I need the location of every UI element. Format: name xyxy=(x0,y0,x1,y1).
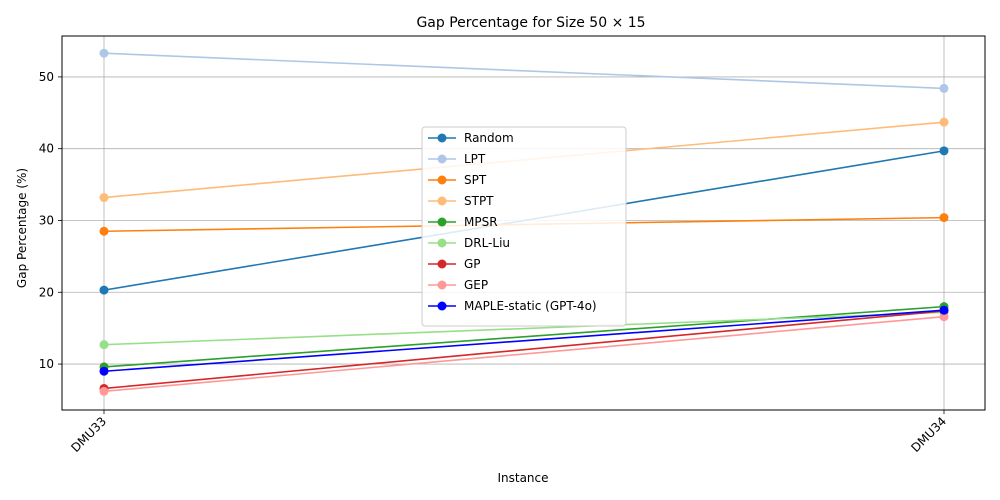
legend-label: STPT xyxy=(464,194,494,208)
x-axis-label: Instance xyxy=(497,471,548,485)
x-axis: DMU33 DMU34 xyxy=(68,410,949,455)
legend-marker xyxy=(437,133,447,143)
legend-marker xyxy=(437,238,447,248)
legend-marker xyxy=(437,301,447,311)
legend-marker xyxy=(437,259,447,269)
legend-label: GP xyxy=(464,257,481,271)
chart-title: Gap Percentage for Size 50 × 15 xyxy=(416,15,645,31)
y-tick-label: 40 xyxy=(39,142,54,156)
y-tick-label: 20 xyxy=(39,285,54,299)
plot-area xyxy=(61,35,986,411)
legend-marker xyxy=(437,175,447,185)
legend-label: LPT xyxy=(464,152,486,166)
series-points xyxy=(99,48,949,396)
legend-box xyxy=(421,126,627,327)
legend-label: MAPLE-static (GPT-4o) xyxy=(464,299,597,313)
data-point xyxy=(99,48,109,58)
data-point xyxy=(939,312,949,322)
data-point xyxy=(939,83,949,93)
x-tick-label: DMU33 xyxy=(68,414,109,455)
data-point xyxy=(99,366,109,376)
y-axis: 10 20 30 40 50 xyxy=(39,70,62,371)
legend: Random LPT SPT STPT MPSR DRL-Liu GP GEP MAPLE-st… xyxy=(421,126,627,327)
legend-label: Random xyxy=(464,131,514,145)
series-lines xyxy=(103,52,945,393)
legend-marker xyxy=(437,154,447,164)
y-tick-label: 30 xyxy=(39,213,54,227)
data-point xyxy=(99,285,109,295)
series-line xyxy=(103,310,945,390)
data-point xyxy=(939,117,949,127)
series-line xyxy=(103,309,945,373)
data-point xyxy=(99,340,109,350)
legend-marker xyxy=(437,196,447,206)
x-tick-label: DMU34 xyxy=(908,414,949,455)
legend-label: GEP xyxy=(464,278,488,292)
data-point xyxy=(99,386,109,396)
data-point xyxy=(939,213,949,223)
series-line xyxy=(103,305,945,368)
legend-label: DRL-Liu xyxy=(464,236,510,250)
y-tick-label: 10 xyxy=(39,357,54,371)
legend-label: SPT xyxy=(464,173,487,187)
data-point xyxy=(939,305,949,315)
data-point xyxy=(99,226,109,236)
legend-marker xyxy=(437,217,447,227)
legend-label: MPSR xyxy=(464,215,498,229)
y-tick-label: 50 xyxy=(39,70,54,84)
series-line xyxy=(103,311,945,346)
y-axis-label: Gap Percentage (%) xyxy=(15,168,29,288)
series-line xyxy=(103,315,945,393)
series-line xyxy=(103,52,945,90)
data-point xyxy=(99,193,109,203)
legend-marker xyxy=(437,280,447,290)
data-point xyxy=(939,146,949,156)
